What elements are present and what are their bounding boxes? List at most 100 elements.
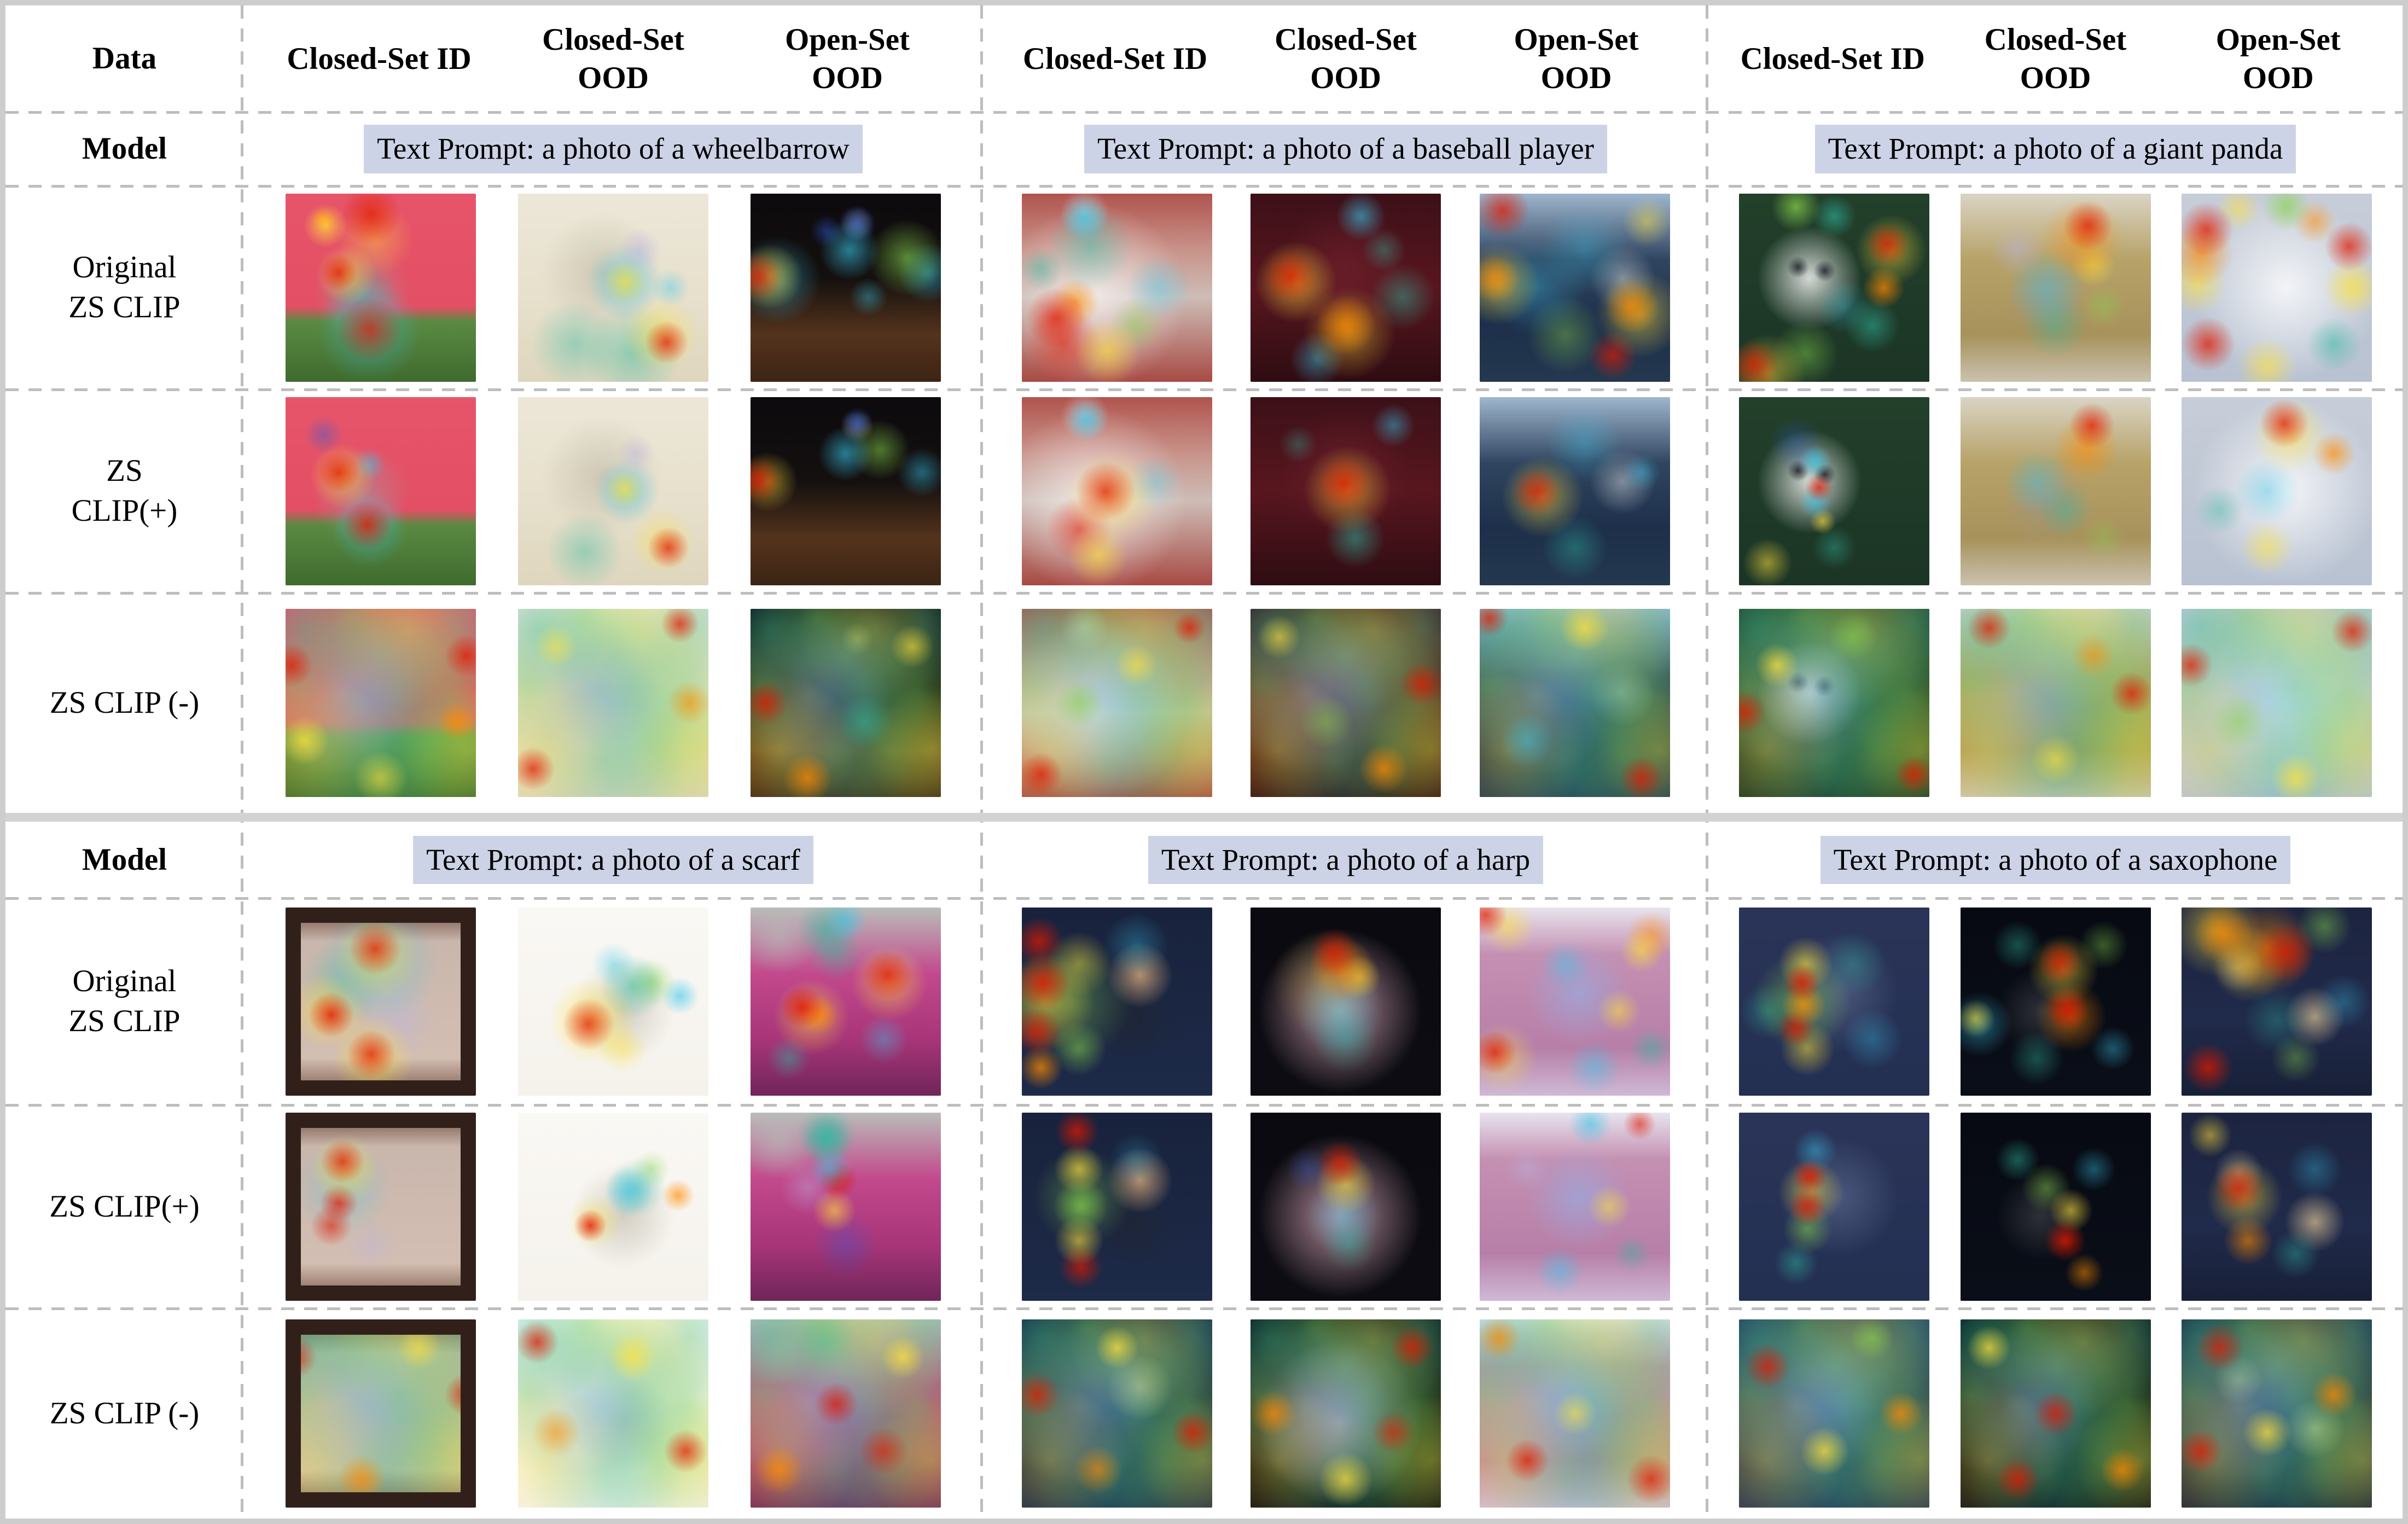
heatmap-group	[1708, 609, 2403, 797]
heatmap-group	[983, 397, 1708, 585]
heatmap-image-p18	[2181, 1113, 2372, 1301]
heatmap-image-p5	[1250, 194, 1441, 382]
row-label: ZS CLIP (-)	[49, 685, 200, 720]
heatmap-row: ZS CLIP(+)	[5, 1105, 2403, 1308]
heatmap-image-p18	[2181, 908, 2372, 1096]
heatmap-image-p5	[1250, 609, 1441, 797]
row-divider-line	[5, 1307, 2403, 1310]
row-divider-line	[5, 388, 2403, 391]
heatmap-row: ZS CLIP (-)	[5, 593, 2403, 813]
heatmap-image-p1	[286, 609, 476, 797]
heatmap-group	[243, 1113, 983, 1301]
heatmap-image-p7	[1739, 397, 1930, 585]
heatmap-row: ZS CLIP (-)	[5, 1308, 2403, 1519]
heatmap-image-p14	[1250, 908, 1441, 1096]
heatmap-image-p9	[2181, 609, 2372, 797]
prompt-row: Model Text Prompt: a photo of a scarf Te…	[5, 822, 2403, 898]
row-label: ZS CLIP (-)	[49, 1395, 200, 1430]
heatmap-image-p16	[1739, 908, 1930, 1096]
heatmap-group	[983, 1319, 1708, 1508]
column-header: Closed-Set ID	[1740, 41, 1925, 76]
heatmap-image-p17	[1960, 908, 2151, 1096]
heatmap-image-p2	[518, 194, 708, 382]
heatmap-image-p3	[751, 397, 941, 585]
model-header: Model	[82, 842, 167, 877]
heatmap-image-p10	[286, 908, 476, 1096]
text-prompt: Text Prompt: a photo of a saxophone	[1820, 835, 2291, 885]
prompt-row: Model Text Prompt: a photo of a wheelbar…	[5, 112, 2403, 186]
heatmap-image-p15	[1479, 1319, 1670, 1508]
heatmap-group	[243, 1319, 983, 1508]
heatmap-group	[1708, 397, 2403, 585]
heatmap-group	[1708, 1319, 2403, 1508]
heatmap-image-p16	[1739, 1113, 1930, 1301]
text-prompt: Text Prompt: a photo of a scarf	[413, 835, 813, 885]
heatmap-image-p7	[1739, 609, 1930, 797]
heatmap-image-p10	[286, 1319, 476, 1508]
column-header: Closed-Set OOD	[542, 22, 684, 95]
heatmap-image-p10	[286, 1113, 476, 1301]
column-divider-line	[980, 5, 983, 1519]
heatmap-image-p6	[1479, 609, 1670, 797]
column-header: Open-Set OOD	[2215, 22, 2341, 95]
heatmap-image-p2	[518, 397, 708, 585]
heatmap-group	[1708, 194, 2403, 382]
heatmap-image-p15	[1479, 1113, 1670, 1301]
heatmap-image-p17	[1960, 1319, 2151, 1508]
heatmap-image-p2	[518, 609, 708, 797]
heatmap-image-p4	[1021, 397, 1212, 585]
row-divider-line	[5, 111, 2403, 114]
heatmap-image-p5	[1250, 397, 1441, 585]
column-group-headers: Closed-Set ID Closed-Set OOD Open-Set OOD	[983, 21, 1708, 97]
heatmap-image-p17	[1960, 1113, 2151, 1301]
column-header: Closed-Set OOD	[1275, 22, 1417, 95]
heatmap-image-p15	[1479, 908, 1670, 1096]
model-header: Model	[82, 131, 167, 166]
heatmap-image-p13	[1021, 1113, 1212, 1301]
row-label: Original ZS CLIP	[68, 250, 181, 324]
heatmap-group	[983, 908, 1708, 1096]
column-header: Closed-Set OOD	[1984, 22, 2127, 95]
heatmap-image-p6	[1479, 194, 1670, 382]
heatmap-group	[243, 609, 983, 797]
section-divider-band	[5, 813, 2403, 822]
heatmap-group	[243, 397, 983, 585]
column-group-headers: Closed-Set ID Closed-Set OOD Open-Set OOD	[243, 21, 983, 97]
heatmap-image-p16	[1739, 1319, 1930, 1508]
heatmap-image-p3	[751, 194, 941, 382]
row-label: ZS CLIP(+)	[49, 1189, 200, 1224]
heatmap-image-p8	[1960, 194, 2151, 382]
column-group-headers: Closed-Set ID Closed-Set OOD Open-Set OOD	[1708, 21, 2403, 97]
row-label: ZS CLIP(+)	[71, 453, 178, 528]
heatmap-image-p8	[1960, 609, 2151, 797]
heatmap-image-p13	[1021, 1319, 1212, 1508]
heatmap-image-p7	[1739, 194, 1930, 382]
row-divider-line	[5, 592, 2403, 595]
row-divider-line	[5, 185, 2403, 188]
column-header: Open-Set OOD	[785, 22, 910, 95]
heatmap-image-p12	[751, 1113, 941, 1301]
heatmap-group	[243, 194, 983, 382]
heatmap-row: ZS CLIP(+)	[5, 389, 2403, 593]
heatmap-image-p3	[751, 609, 941, 797]
heatmap-image-p1	[286, 194, 476, 382]
heatmap-group	[1708, 908, 2403, 1096]
column-header: Closed-Set ID	[1022, 41, 1208, 76]
header-row: Data Closed-Set ID Closed-Set OOD Open-Set…	[5, 5, 2403, 112]
heatmap-image-p14	[1250, 1319, 1441, 1508]
heatmap-group	[243, 908, 983, 1096]
column-divider-line	[1706, 5, 1708, 1519]
heatmap-image-p12	[751, 908, 941, 1096]
heatmap-group	[983, 194, 1708, 382]
heatmap-group	[983, 1113, 1708, 1301]
text-prompt: Text Prompt: a photo of a harp	[1148, 835, 1544, 885]
row-divider-line	[5, 897, 2403, 900]
heatmap-image-p4	[1021, 609, 1212, 797]
heatmap-image-p9	[2181, 194, 2372, 382]
heatmap-image-p9	[2181, 397, 2372, 585]
heatmap-group	[1708, 1113, 2403, 1301]
heatmap-image-p11	[518, 908, 708, 1096]
heatmap-image-p11	[518, 1319, 708, 1508]
column-header: Open-Set OOD	[1514, 22, 1639, 95]
column-header: Closed-Set ID	[287, 41, 472, 76]
